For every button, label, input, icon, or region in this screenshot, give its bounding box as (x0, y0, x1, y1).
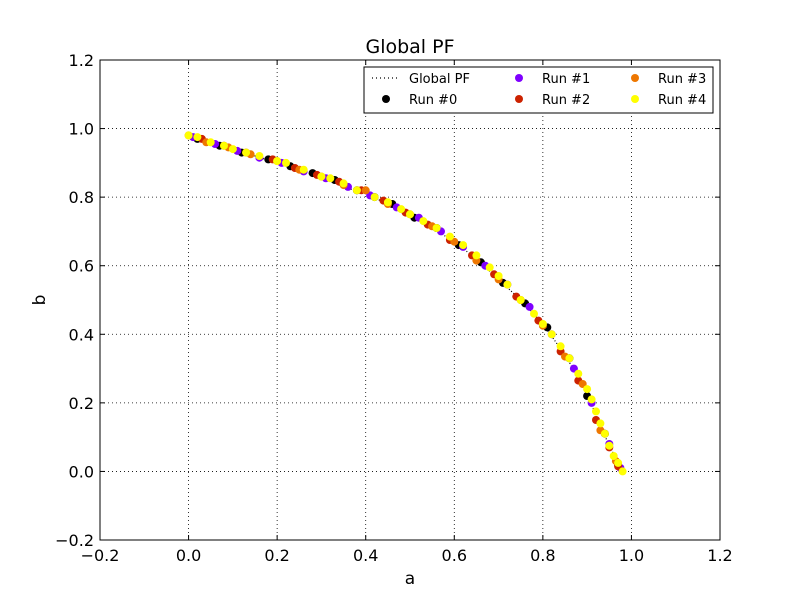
point-run-4 (459, 241, 468, 250)
x-tick-label: 0.0 (176, 546, 201, 565)
y-axis-label: b (30, 295, 50, 306)
y-tick-label: 1.2 (69, 51, 94, 70)
point-run-4 (193, 133, 202, 142)
point-run-4 (565, 354, 574, 363)
point-run-4 (255, 152, 264, 160)
legend-swatch-run (515, 95, 523, 103)
legend-swatch-run (382, 95, 390, 103)
point-run-4 (494, 272, 503, 280)
legend-label: Run #0 (409, 93, 457, 108)
point-run-4 (609, 452, 618, 460)
point-run-1 (525, 302, 534, 311)
legend-box (363, 66, 714, 114)
point-run-4 (220, 141, 228, 150)
point-run-4 (397, 205, 406, 214)
legend: Global PF Run #0 Run #1 Run #2 Run #3 Run #4 (363, 66, 714, 114)
plot-area (100, 60, 720, 540)
grid-lines (100, 60, 720, 540)
legend-swatch-run (515, 74, 523, 82)
data-points (184, 131, 627, 476)
point-run-4 (547, 330, 556, 339)
y-tick-label: 0.0 (69, 462, 94, 481)
point-run-4 (406, 210, 414, 219)
point-run-4 (317, 172, 326, 181)
point-run-4 (383, 198, 392, 207)
point-run-4 (326, 174, 335, 183)
x-tick-label: 0.2 (264, 546, 289, 565)
point-run-4 (583, 385, 592, 394)
legend-label: Run #1 (542, 72, 590, 87)
y-tick-label: 0.2 (69, 394, 94, 413)
point-run-4 (419, 217, 428, 226)
point-run-4 (445, 232, 454, 241)
x-tick-label: 0.6 (442, 546, 467, 565)
point-run-4 (228, 145, 237, 154)
point-run-3 (361, 186, 370, 195)
point-run-4 (299, 165, 308, 174)
y-tick-label: 0.6 (69, 257, 94, 276)
point-run-4 (339, 179, 348, 188)
legend-label: Run #4 (658, 93, 706, 108)
point-run-4 (538, 320, 547, 328)
x-axis-label: a (405, 569, 415, 589)
legend-label: Run #2 (542, 93, 590, 108)
point-run-4 (530, 309, 538, 318)
point-run-4 (587, 395, 596, 404)
legend-swatch-run (631, 95, 639, 103)
point-run-4 (592, 407, 600, 416)
point-run-4 (242, 148, 251, 157)
point-run-4 (282, 158, 290, 167)
point-run-4 (503, 280, 512, 289)
point-run-4 (206, 138, 215, 147)
x-tick-label: −0.2 (81, 546, 120, 565)
point-run-4 (370, 193, 379, 202)
y-tick-label: 1.0 (69, 120, 94, 139)
point-run-4 (618, 467, 627, 476)
point-run-4 (184, 131, 193, 140)
x-tick-label: 1.2 (707, 546, 732, 565)
legend-label: Run #3 (658, 72, 706, 87)
chart-title: Global PF (365, 36, 454, 58)
plot-frame (99, 59, 721, 541)
y-tick-label: 0.8 (69, 188, 94, 207)
x-tick-label: 0.8 (530, 546, 555, 565)
point-run-4 (600, 429, 609, 438)
legend-swatch-run (631, 74, 639, 82)
legend-label: Global PF (409, 72, 470, 87)
x-tick-label: 0.4 (353, 546, 378, 565)
point-run-4 (485, 263, 494, 272)
point-run-4 (605, 441, 614, 450)
x-tick-label: 1.0 (619, 546, 644, 565)
y-tick-label: −0.2 (55, 531, 94, 550)
point-run-4 (516, 296, 525, 304)
point-run-4 (352, 186, 361, 195)
series-run-4 (184, 131, 627, 476)
point-run-4 (614, 458, 623, 467)
point-run-4 (556, 342, 565, 351)
y-tick-label: 0.4 (69, 325, 94, 344)
y-tick-labels: −0.2 0.0 0.2 0.4 0.6 0.8 1.0 1.2 (55, 51, 94, 550)
point-run-4 (574, 369, 583, 378)
point-run-4 (432, 224, 441, 232)
point-run-4 (273, 157, 282, 166)
x-tick-labels: −0.2 0.0 0.2 0.4 0.6 0.8 1.0 1.2 (81, 546, 733, 565)
point-run-4 (596, 419, 605, 428)
point-run-4 (472, 251, 481, 260)
